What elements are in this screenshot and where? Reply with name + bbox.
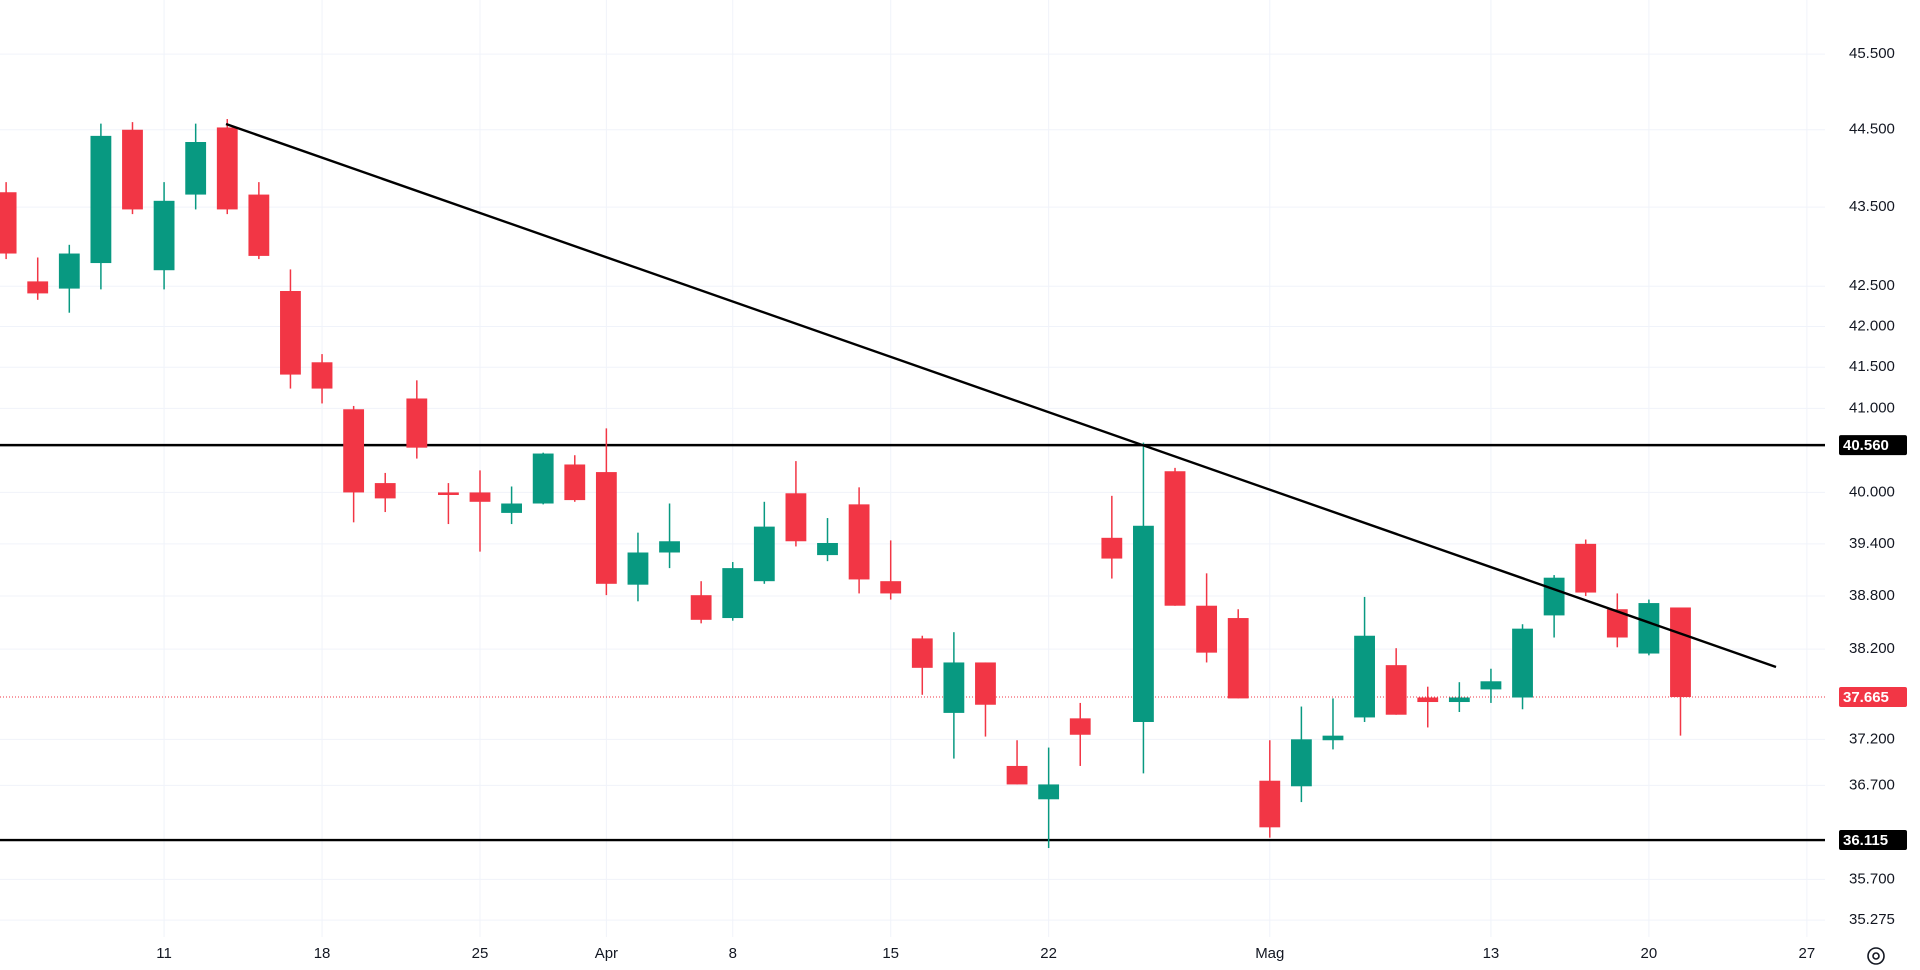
level-label: 40.560 <box>1843 437 1889 454</box>
candle-body <box>817 542 838 556</box>
candle-body <box>406 398 428 448</box>
x-tick-label: 20 <box>1641 945 1658 962</box>
candle-body <box>248 194 270 256</box>
x-tick-label: 8 <box>729 945 737 962</box>
x-tick-label: 15 <box>882 945 899 962</box>
candle-body <box>880 581 902 594</box>
y-tick-label: 41.000 <box>1849 399 1895 416</box>
candle-body <box>627 552 649 585</box>
candle-body <box>374 483 396 499</box>
candle-body <box>27 281 49 294</box>
candle-body <box>1290 739 1312 787</box>
last-price-box <box>1839 687 1907 708</box>
y-tick-label: 38.200 <box>1849 640 1895 657</box>
y-tick-label: 37.200 <box>1849 730 1895 747</box>
y-tick-label: 35.700 <box>1849 870 1895 887</box>
level-box <box>1839 830 1907 851</box>
candle-body <box>1543 577 1565 616</box>
candle-body <box>659 541 680 553</box>
last-price-label: 37.665 <box>1843 689 1889 706</box>
gear[interactable] <box>1867 947 1885 965</box>
y-tick-label: 42.500 <box>1849 277 1895 294</box>
candle-body <box>1606 609 1628 638</box>
candle-body <box>469 492 491 502</box>
candle-body <box>1512 628 1533 698</box>
candle-body <box>343 409 365 493</box>
candle-body <box>1354 635 1375 718</box>
candle-body <box>1575 543 1597 593</box>
candle-body <box>595 472 617 584</box>
x-tick-label: 11 <box>156 945 172 962</box>
y-tick-label: 36.700 <box>1849 776 1895 793</box>
settings-icon[interactable] <box>1867 947 1885 965</box>
candle-body <box>911 638 933 668</box>
candle-body <box>1006 765 1028 785</box>
candle-body <box>1322 735 1344 741</box>
level-label: 36.115 <box>1843 832 1888 849</box>
y-tick-label: 44.500 <box>1849 121 1895 138</box>
candle-body <box>1448 697 1470 703</box>
x-tick-label: Mag <box>1255 945 1284 962</box>
candle-body <box>501 503 522 513</box>
candle-body <box>1227 618 1249 699</box>
gear-center[interactable] <box>1872 952 1880 960</box>
candle-body <box>690 595 712 620</box>
candle-body <box>1038 784 1060 800</box>
y-tick-label: 39.400 <box>1849 535 1895 552</box>
candle-body <box>58 253 80 289</box>
candle-body <box>1670 607 1691 698</box>
candle-body <box>943 662 965 713</box>
candle-body <box>753 526 775 582</box>
candle-body <box>1259 780 1281 828</box>
candle-body <box>564 464 586 501</box>
candle-body <box>1164 471 1186 606</box>
y-tick-label: 38.800 <box>1849 587 1895 604</box>
candle-body <box>975 662 996 705</box>
candle-body <box>1480 681 1502 690</box>
candle-body <box>848 504 870 580</box>
x-tick-label: Apr <box>595 945 618 962</box>
candle-body <box>1133 525 1154 722</box>
candle-body <box>1196 605 1218 653</box>
candle-body <box>90 135 112 264</box>
level-box <box>1839 435 1907 456</box>
candle-body <box>532 453 554 504</box>
candle-body <box>280 290 301 375</box>
axis-labels: 45.500 44.500 43.500 42.500 42.000 41.500 41.0… <box>156 45 1907 962</box>
candle-body <box>216 127 238 210</box>
candle-body <box>311 362 333 389</box>
y-tick-label: 42.000 <box>1849 317 1895 334</box>
y-tick-label: 35.275 <box>1849 911 1895 928</box>
candle-body <box>1638 603 1660 654</box>
trendline[interactable] <box>225 122 1777 669</box>
candle-body <box>0 192 17 254</box>
x-tick-label: 18 <box>314 945 331 962</box>
x-tick-label: 27 <box>1799 945 1816 962</box>
candle-body <box>185 142 207 195</box>
y-tick-label: 41.500 <box>1849 358 1895 375</box>
candle-body <box>1385 665 1407 715</box>
candles <box>0 119 1825 849</box>
y-tick-label: 45.500 <box>1849 45 1895 62</box>
candle-body <box>785 493 807 542</box>
candle-body <box>438 492 459 495</box>
candle-body <box>1101 537 1123 559</box>
candle-body <box>122 129 143 210</box>
x-tick-label: 13 <box>1483 945 1500 962</box>
y-tick-label: 40.000 <box>1849 483 1895 500</box>
y-tick-label: 43.500 <box>1849 198 1895 215</box>
candle-body <box>1417 697 1439 703</box>
candle-body <box>153 200 175 271</box>
candle-body <box>722 568 744 619</box>
candle-body <box>1069 718 1091 735</box>
x-tick-label: 22 <box>1040 945 1057 962</box>
x-tick-label: 25 <box>472 945 489 962</box>
